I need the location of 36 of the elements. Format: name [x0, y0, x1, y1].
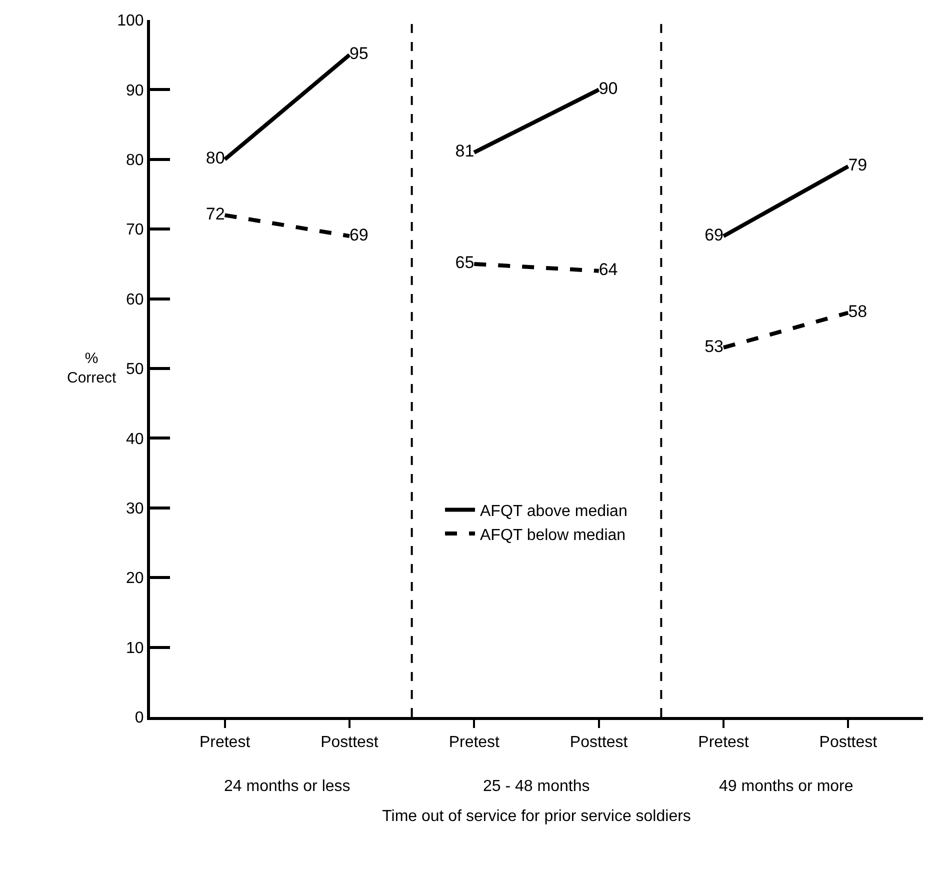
x-tick-label: Pretest: [698, 734, 750, 752]
y-tick-label: 70: [126, 222, 144, 239]
x-tick-label: Pretest: [199, 734, 251, 752]
text: 49 months or more: [719, 778, 854, 795]
data-label: 64: [598, 260, 618, 280]
y-tick-label: 20: [126, 570, 144, 588]
text: 25 - 48 months: [483, 778, 590, 795]
x-axis-title: Time out of service for prior service soldiers: [382, 808, 691, 825]
data-label: 72: [206, 204, 225, 224]
data-label: 69: [704, 225, 724, 244]
y-tick-label: 90: [126, 82, 144, 100]
y-tick-label: 40: [126, 430, 144, 448]
data-label: 69: [349, 225, 368, 244]
legend-label: AFQT below median: [480, 526, 626, 544]
data-label: 95: [349, 44, 368, 64]
data-label: 81: [455, 142, 474, 161]
data-label: 90: [598, 78, 618, 98]
y-tick-label: 100: [117, 12, 144, 30]
data-label: 58: [848, 302, 868, 321]
data-label: 80: [206, 148, 225, 168]
text: 24 months or less: [224, 778, 350, 795]
data-label: 53: [704, 336, 724, 356]
x-tick-label: Pretest: [448, 734, 500, 752]
y-tick-label: 80: [126, 152, 144, 169]
y-tick-label: 50: [126, 361, 144, 378]
legend-label: AFQT above median: [480, 502, 628, 520]
y-tick-label: 10: [126, 640, 144, 657]
x-tick-label: Posttest: [320, 734, 379, 752]
y-tick-label: 0: [134, 710, 144, 727]
data-label: 65: [455, 253, 474, 272]
y-tick-label: 60: [126, 291, 144, 308]
y-axis-title: % Correct: [67, 350, 118, 386]
data-label: 79: [848, 156, 868, 175]
x-tick-label: Posttest: [570, 734, 628, 752]
x-tick-label: Posttest: [819, 734, 878, 752]
y-tick-label: 30: [126, 500, 144, 518]
